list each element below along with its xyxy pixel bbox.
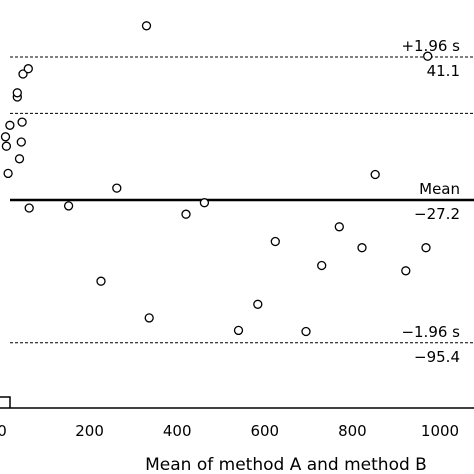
data-point bbox=[317, 260, 327, 271]
data-point bbox=[96, 276, 106, 286]
data-point bbox=[141, 21, 152, 31]
data-point bbox=[16, 137, 26, 147]
data-point bbox=[17, 117, 27, 127]
data-point bbox=[233, 325, 244, 336]
y-axis-stub bbox=[0, 396, 11, 408]
data-point bbox=[5, 120, 15, 130]
data-point bbox=[1, 141, 12, 151]
data-point bbox=[23, 64, 33, 74]
data-point bbox=[357, 243, 367, 253]
data-point bbox=[144, 313, 154, 323]
data-point bbox=[301, 326, 311, 337]
lower-line-name: −1.96 s bbox=[401, 323, 460, 341]
upper-line-value: 41.1 bbox=[427, 62, 460, 80]
data-point bbox=[112, 183, 122, 193]
x-tick-label: 200 bbox=[75, 422, 104, 440]
x-axis-label: Mean of method A and method B bbox=[145, 455, 427, 474]
data-points bbox=[0, 21, 433, 337]
x-tick-label: 800 bbox=[338, 422, 367, 440]
x-tick-labels: 0 200 400 600 800 1000 bbox=[0, 422, 459, 440]
reference-line-labels: +1.96 s 41.1 Mean −27.2 −1.96 s −95.4 bbox=[401, 37, 460, 366]
x-tick-label: 1000 bbox=[421, 422, 459, 440]
mean-line-value: −27.2 bbox=[414, 205, 460, 223]
data-point bbox=[421, 243, 431, 253]
data-point bbox=[3, 168, 13, 179]
x-tick-label: 400 bbox=[163, 422, 192, 440]
data-point bbox=[199, 198, 210, 208]
data-point bbox=[370, 169, 380, 180]
data-point bbox=[423, 51, 433, 61]
data-point bbox=[12, 88, 22, 98]
data-point bbox=[14, 154, 25, 164]
data-point bbox=[24, 203, 34, 213]
data-point bbox=[63, 201, 74, 211]
data-point bbox=[270, 236, 280, 247]
lower-line-value: −95.4 bbox=[414, 348, 460, 366]
x-tick-label: 600 bbox=[250, 422, 279, 440]
reference-lines bbox=[10, 56, 474, 344]
data-point bbox=[18, 69, 28, 79]
data-point bbox=[253, 299, 263, 309]
data-point bbox=[401, 266, 411, 276]
data-point bbox=[0, 132, 11, 142]
data-point bbox=[334, 222, 344, 232]
x-tick-label: 0 bbox=[0, 422, 7, 440]
mean-line-name: Mean bbox=[419, 180, 460, 198]
data-point bbox=[181, 209, 191, 219]
upper-line-name: +1.96 s bbox=[401, 37, 460, 55]
x-axis bbox=[0, 396, 474, 409]
